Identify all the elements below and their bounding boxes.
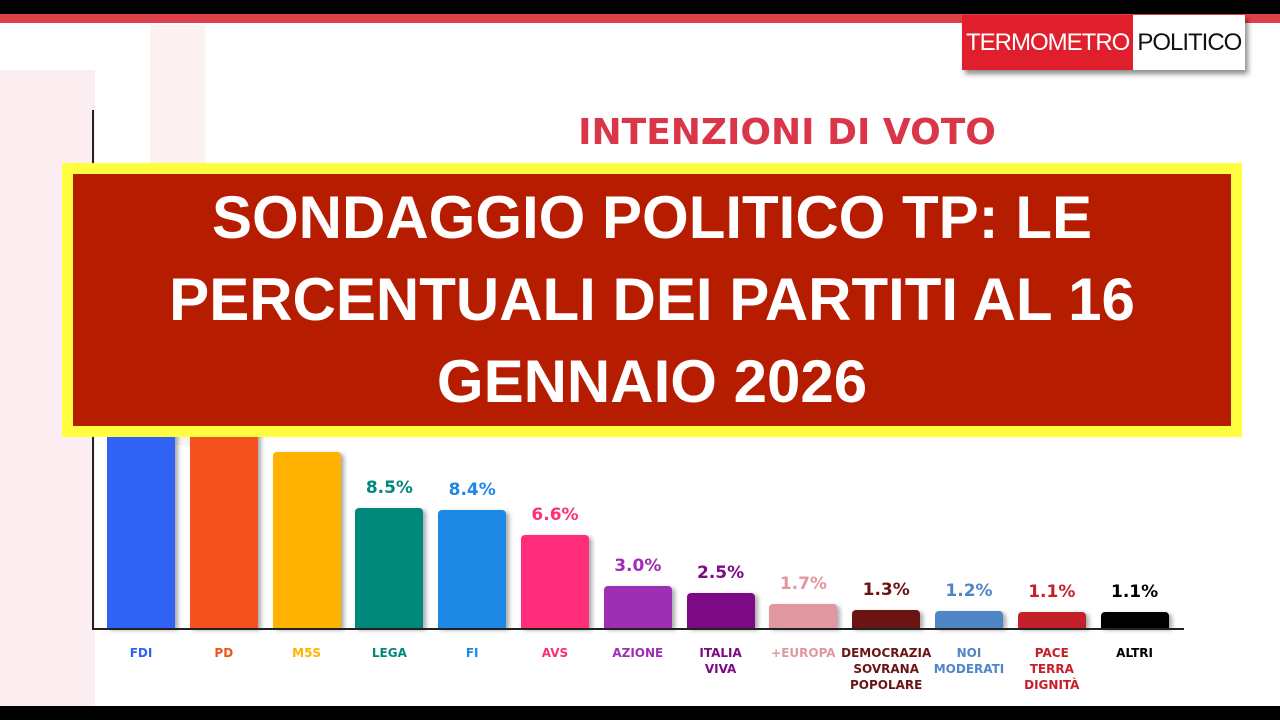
chart-title: INTENZIONI DI VOTO — [578, 112, 996, 153]
category-label: M5S — [292, 646, 322, 660]
headline-text: SONDAGGIO POLITICO TP: LE PERCENTUALI DE… — [73, 174, 1231, 426]
category-label: ALTRI — [1116, 646, 1154, 660]
category-label: FDI — [129, 646, 153, 660]
bar-pace — [1017, 612, 1086, 628]
data-label: 1.1% — [1028, 582, 1076, 603]
bottom-black-bar — [0, 706, 1280, 720]
data-label: 8.4% — [448, 479, 496, 500]
bar-europa — [769, 604, 838, 628]
category-label: DEMOCRAZIA SOVRANA POPOLARE — [841, 646, 932, 692]
category-label: AVS — [541, 646, 569, 660]
data-label: 1.1% — [1111, 582, 1159, 603]
bar-democrazia — [852, 609, 921, 628]
category-label: ITALIA VIVA — [699, 646, 742, 676]
category-label: NOI MODERATI — [933, 646, 1005, 676]
category-label: +EUROPA — [771, 646, 836, 660]
bar-m5s — [272, 451, 341, 628]
bar-noi — [935, 611, 1003, 628]
category-label: PACE TERRA DIGNITÀ — [1024, 646, 1080, 692]
data-label: 2.5% — [697, 562, 745, 583]
bar-italia — [686, 592, 755, 628]
top-red-stripe — [0, 14, 1280, 23]
category-label: LEGA — [371, 646, 407, 660]
data-label: 8.5% — [365, 478, 413, 499]
data-label: 6.6% — [531, 504, 579, 525]
bar-fi — [438, 509, 507, 628]
category-label: AZIONE — [612, 646, 664, 660]
bar-avs — [521, 534, 589, 628]
top-black-bar — [0, 0, 1280, 14]
logo-part-1: TERMOMETRO — [962, 15, 1134, 70]
x-axis — [92, 628, 1184, 630]
bar-lega — [355, 508, 424, 628]
category-label: PD — [214, 646, 234, 660]
data-label: 1.3% — [862, 579, 910, 600]
data-label: 1.2% — [945, 581, 993, 602]
headline-banner: SONDAGGIO POLITICO TP: LE PERCENTUALI DE… — [62, 163, 1242, 437]
termometro-politico-logo: TERMOMETRO POLITICO — [962, 15, 1246, 70]
category-label: FI — [465, 646, 479, 660]
logo-part-2: POLITICO — [1133, 15, 1246, 70]
bar-altri — [1100, 612, 1169, 628]
bar-azione — [603, 585, 672, 628]
data-label: 1.7% — [779, 574, 827, 595]
data-label: 3.0% — [614, 555, 662, 576]
